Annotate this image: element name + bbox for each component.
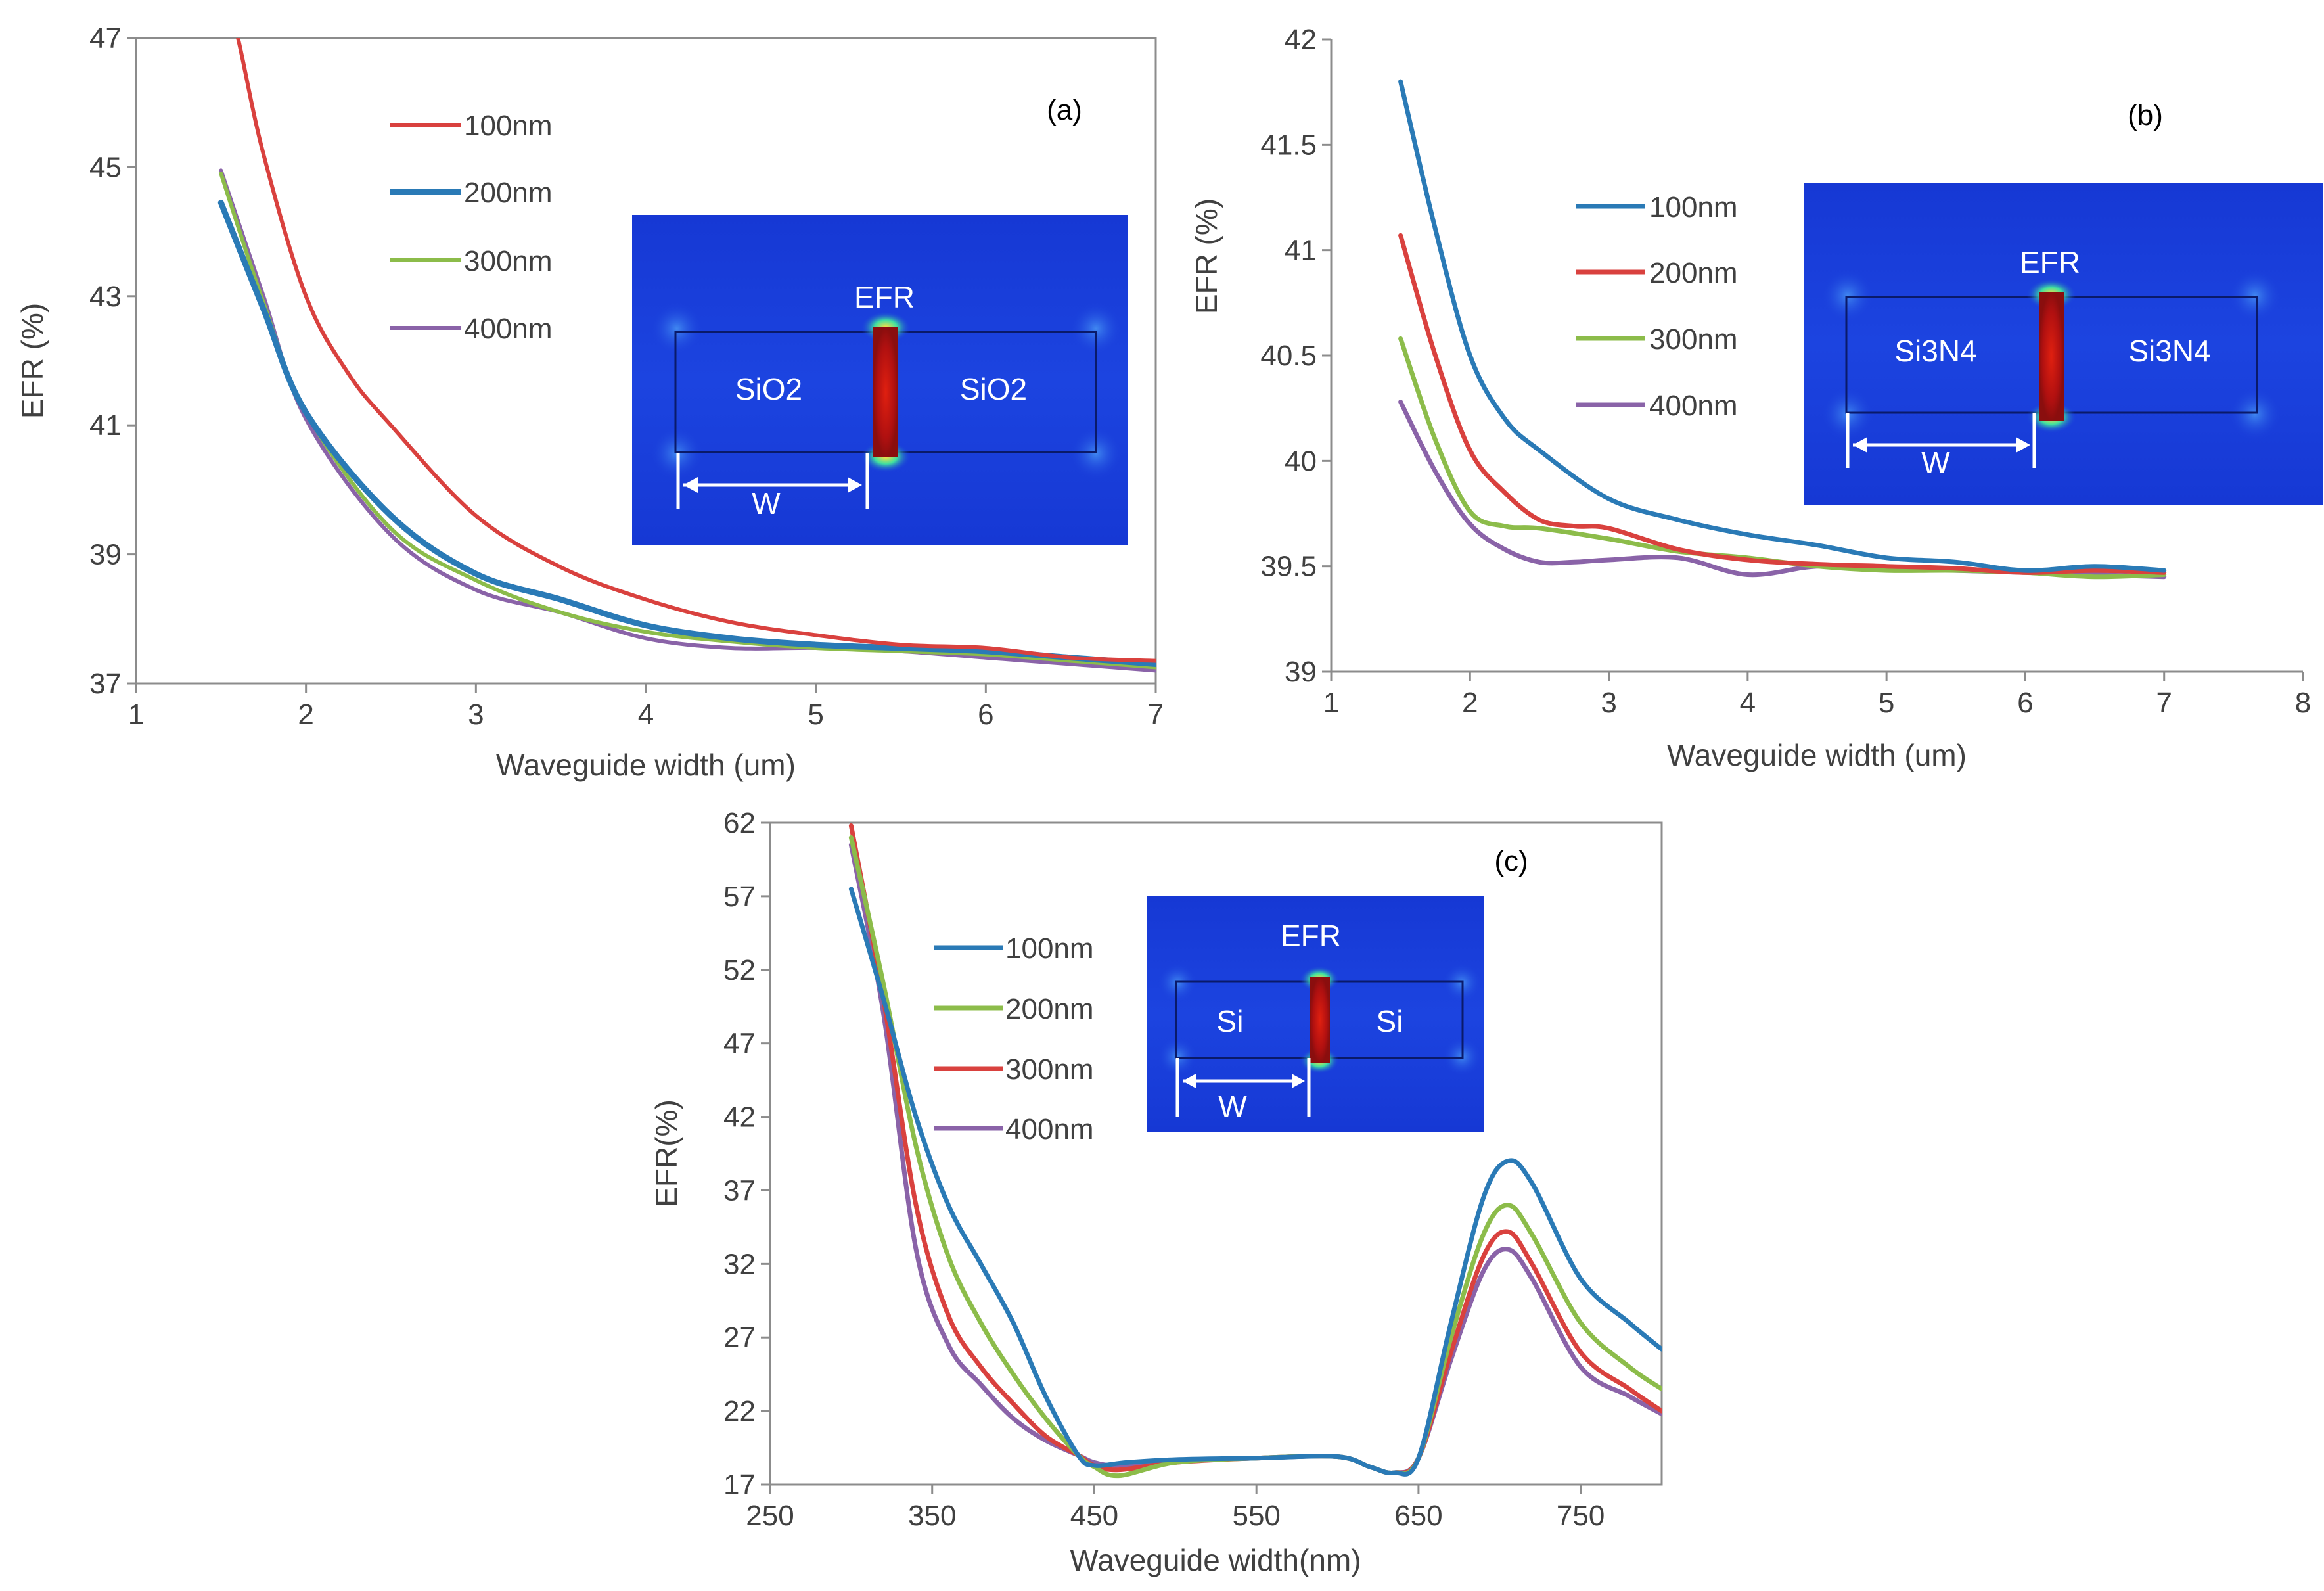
panel-a-series-line-100nm	[236, 38, 1156, 663]
panel-a-legend-label-3: 300nm	[464, 245, 553, 277]
panel-a-inset: EFR SiO2 SiO2 W	[632, 215, 1128, 545]
panel-c-y-tick-label: 17	[723, 1469, 756, 1501]
panel-b-y-tick-label: 40	[1285, 445, 1317, 477]
panel-c-tag: (c)	[1494, 845, 1528, 877]
panel-b-x-tick-label: 3	[1601, 687, 1616, 719]
panel-b-series-line-100nm	[1398, 79, 2167, 573]
panel-b-series-line-200nm	[1398, 233, 2167, 575]
panel-c-x-tick-label: 550	[1232, 1500, 1280, 1532]
panel-a-legend-label-1: 100nm	[464, 110, 553, 142]
panel-a-x-tick-label: 6	[978, 699, 993, 731]
panel-a-y-tick-label: 47	[89, 22, 122, 55]
panel-a-tag: (a)	[1047, 94, 1082, 126]
panel-c-plot-frame	[769, 821, 1663, 1486]
panel-a-x-tick-label: 4	[638, 699, 654, 731]
panel-b-x-tick-label: 7	[2156, 687, 2172, 719]
panel-b-y-tick-label: 41.5	[1260, 129, 1317, 161]
panel-c-legend-label-3: 300nm	[1005, 1053, 1094, 1086]
panel-b-x-axis-label: Waveguide width (um)	[1667, 738, 1967, 772]
panel-c-y-tick-label: 27	[723, 1322, 756, 1354]
panel-b-legend-label-4: 400nm	[1649, 390, 1738, 422]
panel-c-x-axis-label: Waveguide width(nm)	[1070, 1543, 1361, 1577]
panel-b-legend-label-3: 300nm	[1649, 323, 1738, 356]
panel-a-x-tick-label: 5	[808, 699, 823, 731]
panel-c-y-tick-label: 57	[723, 881, 756, 913]
panel-a-x-tick-label: 2	[298, 699, 313, 731]
panel-b-legend-label-1: 100nm	[1649, 191, 1738, 223]
panel-a-inset-label-w: W	[752, 486, 781, 520]
panel-b-y-tick-label: 41	[1285, 235, 1317, 267]
panel-a-inset-label-efr: EFR	[854, 280, 915, 314]
panel-c-x-tick-label: 750	[1557, 1500, 1605, 1532]
panel-c-y-tick-label: 32	[723, 1248, 756, 1280]
panel-a-inset-label-right: SiO2	[960, 372, 1027, 406]
panel-b-legend-label-2: 200nm	[1649, 257, 1738, 289]
panel-b-chart: 1 2 3 4 5 6 7 8 39 39.5 40 40.5 41 41.5 42 Waveguide …	[1189, 24, 2323, 772]
panel-a-x-axis-label: Waveguide width (um)	[496, 748, 796, 782]
panel-b-y-tick-label: 39.5	[1260, 551, 1317, 583]
panel-c-y-tick-label: 22	[723, 1395, 756, 1427]
panel-b-y-axis-label: EFR (%)	[1189, 198, 1223, 314]
panel-a-legend: 100nm 200nm 300nm 400nm	[390, 110, 553, 345]
panel-b-inset-label-w: W	[1921, 446, 1950, 480]
panel-c-inset-slot	[1310, 977, 1330, 1063]
panel-b-x-tick-label: 4	[1740, 687, 1756, 719]
panel-b-y-tick-label: 40.5	[1260, 340, 1317, 372]
panel-a-y-tick-label: 37	[89, 668, 122, 700]
panel-b-y-tick-label: 42	[1285, 24, 1317, 56]
panel-c-series-line-100nm	[848, 887, 1662, 1477]
panel-c-inset: EFR Si Si W	[1147, 896, 1484, 1132]
panel-b-legend: 100nm 200nm 300nm 400nm	[1576, 191, 1738, 422]
panel-c-inset-label-right: Si	[1377, 1004, 1403, 1038]
panel-c-legend-label-2: 200nm	[1005, 993, 1094, 1025]
panel-c-x-tick-label: 250	[746, 1500, 794, 1532]
panel-a-legend-label-2: 200nm	[464, 177, 553, 209]
panel-b-inset: EFR Si3N4 Si3N4 W	[1804, 183, 2323, 505]
panel-c-y-tick-label: 62	[723, 807, 756, 839]
panel-b-x-tick-label: 8	[2295, 687, 2311, 719]
panel-c-y-tick-label: 47	[723, 1028, 756, 1060]
panel-a-legend-label-4: 400nm	[464, 313, 553, 345]
panel-a-y-tick-label: 45	[89, 151, 122, 183]
panel-a-x-tick-label: 1	[128, 699, 144, 731]
panel-b-x-tick-label: 2	[1462, 687, 1478, 719]
panel-a-y-axis-label: EFR (%)	[15, 303, 49, 419]
panel-b-inset-label-efr: EFR	[2020, 245, 2080, 279]
panel-a-y-tick-label: 43	[89, 281, 122, 313]
panel-b-inset-label-left: Si3N4	[1894, 334, 1976, 368]
panel-a-inset-slot	[873, 327, 898, 457]
panel-b-x-tick-label: 5	[1879, 687, 1894, 719]
panel-c-legend: 100nm 200nm 300nm 400nm	[934, 933, 1094, 1145]
panel-c-x-tick-label: 650	[1394, 1500, 1442, 1532]
panel-a-y-tick-label: 41	[89, 409, 122, 442]
panel-b-x-tick-label: 6	[2017, 687, 2033, 719]
panel-b-tag: (b)	[2128, 99, 2163, 131]
panel-b-inset-label-right: Si3N4	[2128, 334, 2210, 368]
panel-c-chart: 250 350 450 550 650 750 17222732374247525762 …	[649, 807, 1663, 1577]
panel-a-series-line-200nm	[217, 199, 1156, 667]
panel-a-x-tick-label: 7	[1148, 699, 1164, 731]
panel-c-legend-label-4: 400nm	[1005, 1113, 1094, 1145]
panel-c-x-tick-label: 350	[908, 1500, 956, 1532]
panel-a-x-tick-label: 3	[468, 699, 484, 731]
panel-b-x-tick-label: 1	[1323, 687, 1339, 719]
panel-c-legend-label-1: 100nm	[1005, 933, 1094, 965]
panel-c-x-tick-label: 450	[1070, 1500, 1118, 1532]
panel-b-y-tick-label: 39	[1285, 656, 1317, 688]
panel-c-y-tick-label: 42	[723, 1101, 756, 1134]
panel-c-inset-label-efr: EFR	[1281, 919, 1341, 953]
panel-a-inset-label-left: SiO2	[735, 372, 802, 406]
panel-c-inset-label-left: Si	[1217, 1004, 1244, 1038]
panel-c-y-tick-label: 37	[723, 1174, 756, 1207]
panel-c-y-tick-label: 52	[723, 954, 756, 986]
panel-c-y-axis-label: EFR(%)	[649, 1099, 683, 1207]
panel-c-inset-label-w: W	[1218, 1090, 1247, 1124]
panel-a-y-tick-label: 39	[89, 539, 122, 571]
panel-b-inset-slot	[2039, 292, 2064, 421]
